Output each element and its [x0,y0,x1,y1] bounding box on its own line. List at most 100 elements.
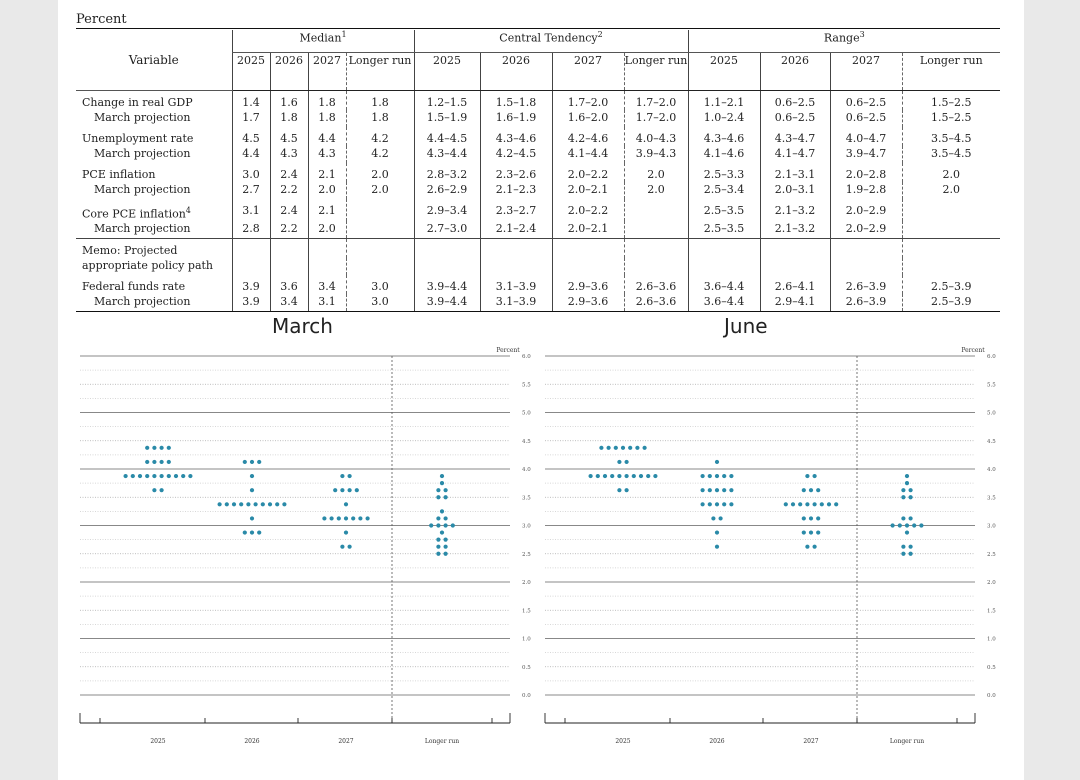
y-tick-label: 0.0 [522,693,531,699]
projection-dot [599,445,604,450]
table-cell [759,238,831,259]
y-tick-label: 3.5 [987,495,996,501]
table-cell: 2.7 [231,181,270,199]
table-cell [901,238,1001,259]
y-tick-label: 1.0 [987,637,996,643]
projection-dot [137,473,143,479]
table-cell: 4.3 [269,145,308,163]
projection-dot [217,502,222,507]
table-row: appropriate policy path [76,258,1001,276]
table-cell [345,198,415,222]
projection-dot [340,473,345,479]
projection-dot [798,502,803,507]
y-tick-label: 6.0 [987,354,996,360]
row-label: March projection [94,182,191,196]
projection-dot [801,488,806,493]
table-cell: 4.4–4.5 [413,126,481,146]
table-cell: 2.3–2.6 [479,162,553,182]
projection-dot [443,544,448,549]
projection-dot [347,544,352,549]
year-header: 2025 [413,52,481,91]
projections-table: Variable Median1 Central Tendency2 Range… [76,30,1001,313]
table-cell [687,258,761,276]
row-label: PCE inflation [82,167,156,181]
table-cell [551,258,625,276]
projection-dot [610,473,615,479]
table-cell [307,258,346,276]
table-cell: 4.1–4.7 [759,145,831,163]
projection-dot [631,473,636,479]
y-tick-label: 0.5 [522,665,531,671]
table-row: Core PCE inflation4 3.1 2.4 2.1 2.9–3.4 2.3–2… [76,198,1001,222]
x-tick-label: 2027 [803,738,818,745]
table-cell: 2.9–3.4 [413,198,481,222]
projection-dot [620,445,626,450]
projection-dot [714,488,720,493]
projection-dot [329,516,334,521]
percent-axis-label: Percent [961,347,985,354]
table-cell: 1.8 [307,109,346,127]
projection-dot [624,473,629,479]
y-tick-label: 0.0 [987,693,996,699]
projection-dot [253,502,258,507]
projection-dot [322,516,327,521]
projection-dot [249,473,255,479]
table-cell: 2.0 [623,181,689,199]
projection-dot [808,530,814,535]
table-cell: 3.0 [345,294,415,313]
table-cell: 4.2–4.5 [479,145,553,163]
table-row: March projection 4.4 4.3 4.3 4.2 4.3–4.4 4.2–4… [76,145,1001,163]
table-cell: 1.4 [231,90,270,110]
projection-dot [617,488,622,493]
table-cell: 2.6–4.1 [759,275,831,295]
y-tick-label: 1.5 [522,608,531,614]
table-cell: 3.0 [345,275,415,295]
table-cell: 2.5–3.5 [687,198,761,222]
table-cell: 2.7–3.0 [413,221,481,240]
table-cell [231,258,270,276]
table-cell: 1.5–1.9 [413,109,481,127]
table-cell: 2.8–3.2 [413,162,481,182]
table-cell: 3.9 [231,275,270,295]
projection-dot [919,523,924,528]
projection-dot [635,445,640,450]
table-cell: 4.1–4.4 [551,145,625,163]
table-cell: 2.1 [307,162,346,182]
table-cell: 2.1–3.2 [759,198,831,222]
y-tick-label: 5.0 [522,411,531,417]
projection-dot [653,473,658,479]
projection-dot [436,516,441,521]
projection-dot [904,530,910,535]
projection-dot [790,502,796,507]
projection-dot [718,516,723,521]
table-cell: 2.0 [307,181,346,199]
table-cell: 2.0 [901,162,1001,182]
table-cell: 4.3–4.7 [759,126,831,146]
table-cell: 1.5–1.8 [479,90,553,110]
table-cell: 2.1–2.4 [479,221,553,240]
x-tick-label: Longer run [425,738,459,745]
table-cell [269,238,308,259]
table-cell: 4.3–4.6 [479,126,553,146]
table-cell: 1.1–2.1 [687,90,761,110]
table-cell: 3.4 [269,294,308,313]
table-cell: 2.6–3.9 [829,294,903,313]
x-tick-label: 2027 [338,738,353,745]
projection-dot [159,488,164,493]
projection-dot [722,488,727,493]
projection-dot [602,473,608,479]
table-cell: 1.2–1.5 [413,90,481,110]
projection-dot [231,502,237,507]
projection-dot [347,488,352,493]
projection-dot [901,516,906,521]
table-cell: 3.6–4.4 [687,275,761,295]
projection-dot [729,473,734,479]
table-cell: 1.8 [345,90,415,110]
table-cell: 4.0–4.3 [623,126,689,146]
projection-dot [912,523,917,528]
projection-dot [808,488,814,493]
table-row: March projection 2.8 2.2 2.0 2.7–3.0 2.1–2.4 2… [76,221,1001,240]
projection-dot [450,523,455,528]
table-cell: 2.2 [269,221,308,240]
projection-dot [714,459,720,465]
